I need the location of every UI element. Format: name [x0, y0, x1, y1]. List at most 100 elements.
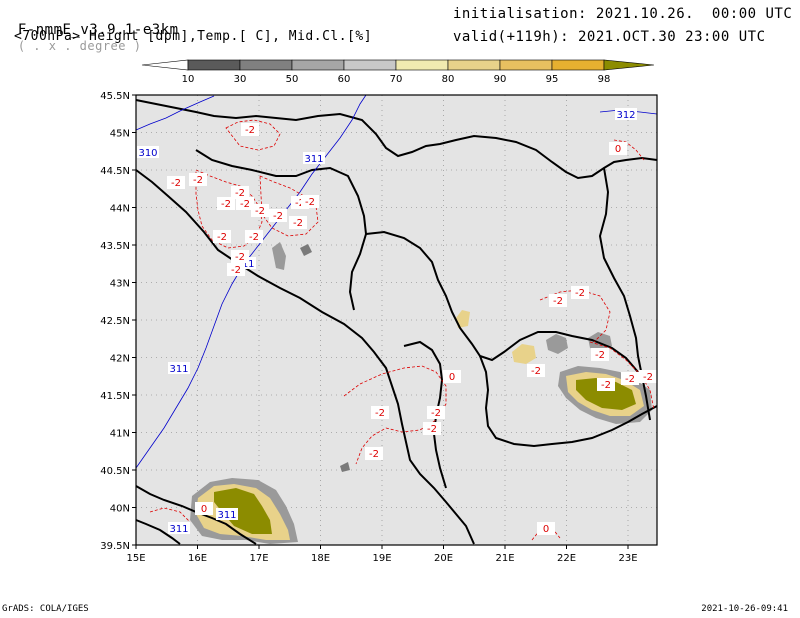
- temp-label: -2: [240, 199, 250, 210]
- cloud-patch-east-olive: [576, 378, 636, 410]
- temp-label-bg: [289, 216, 307, 229]
- height-label-311-c: 311: [169, 364, 188, 375]
- temp-label: -2: [553, 296, 563, 307]
- temp-label-bg: [189, 173, 207, 186]
- temp-contour-8: [531, 527, 561, 541]
- height-label-310: 310: [138, 148, 157, 159]
- temp-label: -2: [575, 288, 585, 299]
- colorbar-right-arrow: [603, 59, 655, 71]
- temp-label-bg: [527, 364, 545, 377]
- cloud-patch-east-small1: [512, 344, 536, 364]
- temp-label: -2: [643, 372, 653, 383]
- lat-label: 39.5N: [100, 541, 130, 552]
- cloud-patch-italy-olive: [214, 488, 272, 534]
- temp-label: -2: [305, 197, 315, 208]
- colorbar-label: 60: [338, 74, 351, 85]
- lon-label: 23E: [618, 553, 637, 564]
- temp-label: -2: [595, 350, 605, 361]
- temp-label: -2: [427, 424, 437, 435]
- lon-label: 17E: [249, 553, 268, 564]
- temp-label: -2: [531, 366, 541, 377]
- temp-label: -2: [193, 175, 203, 186]
- cloud-patch-small4: [300, 244, 312, 256]
- cloud-patch-central: [456, 310, 470, 328]
- lat-label: 45.5N: [100, 91, 130, 102]
- border-bosnia: [195, 149, 368, 311]
- temp-label-bg: [423, 422, 441, 435]
- temp-label-bg: [195, 502, 213, 515]
- colorbar-swatch: [291, 59, 345, 71]
- colorbar-swatch: [447, 59, 501, 71]
- temp-label: 0: [449, 372, 455, 383]
- lat-label: 44.5N: [100, 166, 130, 177]
- temp-label-bg: [597, 378, 615, 391]
- temp-label: -2: [235, 252, 245, 263]
- colorbar-swatch: [395, 59, 449, 71]
- colorbar-swatch: [187, 59, 241, 71]
- lat-label: 41.5N: [100, 391, 130, 402]
- temp-label-bg: [609, 142, 627, 155]
- temp-label-bg: [621, 372, 639, 385]
- temp-contour-6: [589, 341, 655, 411]
- cloud-patch-east-small2: [546, 334, 568, 354]
- temp-label-bg: [231, 186, 249, 199]
- temp-label: -2: [171, 178, 181, 189]
- footer-right: 2021-10-26-09:41: [701, 604, 788, 614]
- projection-label: ( . x . degree ): [17, 39, 142, 53]
- border-north: [135, 99, 658, 180]
- temp-label: -2: [375, 408, 385, 419]
- colorbar-label: 80: [442, 74, 455, 85]
- colorbar-label: 98: [598, 74, 611, 85]
- temp-label-bg: [639, 370, 657, 383]
- cloud-patch-croatia: [272, 242, 286, 270]
- lat-label: 41N: [110, 429, 130, 440]
- temp-label: -2: [601, 380, 611, 391]
- temp-label-bg: [231, 250, 249, 263]
- coastline-adriatic-east: [135, 169, 475, 545]
- lat-label: 42N: [110, 354, 130, 365]
- colorbar-left-arrow: [141, 59, 189, 71]
- coastline-italy2: [135, 519, 181, 545]
- colorbar-label: 30: [234, 74, 247, 85]
- variables-label: <700hPa> Height [dpm],Temp.[ C], Mid.Cl.…: [14, 29, 373, 44]
- lat-label: 40.5N: [100, 466, 130, 477]
- temp-label-bg: [571, 286, 589, 299]
- temp-label-bg: [301, 195, 319, 208]
- footer-left: GrADS: COLA/IGES: [2, 604, 89, 614]
- lat-lon-grid: [136, 95, 657, 545]
- cloud-patch-small5: [340, 462, 350, 472]
- lat-label: 45N: [110, 129, 130, 140]
- colorbar-swatch: [239, 59, 293, 71]
- temp-label-bg: [167, 176, 185, 189]
- colorbar-label: 70: [390, 74, 403, 85]
- temp-label-bg: [427, 406, 445, 419]
- height-contour-310: [135, 95, 215, 131]
- border-albania: [403, 340, 447, 489]
- temp-label-bg: [443, 370, 461, 383]
- valid-time: valid(+119h): 2021.OCT.30 23:00 UTC: [453, 29, 766, 45]
- temp-label: -2: [231, 265, 241, 276]
- colorbar-swatch: [499, 59, 553, 71]
- temp-label-bg: [236, 197, 254, 210]
- temp-label: -2: [221, 199, 231, 210]
- temp-label-bg: [217, 197, 235, 210]
- lon-label: 20E: [434, 553, 453, 564]
- init-time: initialisation: 2021.10.26. 00:00 UTC: [453, 6, 793, 22]
- model-name: F-nmmE_v3.9.1-e3km: [17, 22, 179, 38]
- temp-label: -2: [245, 125, 255, 136]
- temp-label: 0: [615, 144, 621, 155]
- temp-label-bg: [241, 123, 259, 136]
- temp-label: -2: [255, 206, 265, 217]
- temp-label: -2: [369, 449, 379, 460]
- temp-label: -2: [293, 218, 303, 229]
- height-labels: 312 310 311 311 311 311 311: [137, 108, 637, 535]
- colorbar-label: 10: [182, 74, 195, 85]
- lat-label: 40N: [110, 504, 130, 515]
- border-macedonia: [479, 355, 658, 448]
- lon-label: 21E: [495, 553, 514, 564]
- axis-labels: 15E 16E 17E 18E 19E 20E 21E 22E 23E 39.5N 40N 40.5N…: [100, 91, 637, 564]
- lon-label: 15E: [126, 553, 145, 564]
- lat-label: 42.5N: [100, 316, 130, 327]
- temp-contour-5: [539, 289, 611, 343]
